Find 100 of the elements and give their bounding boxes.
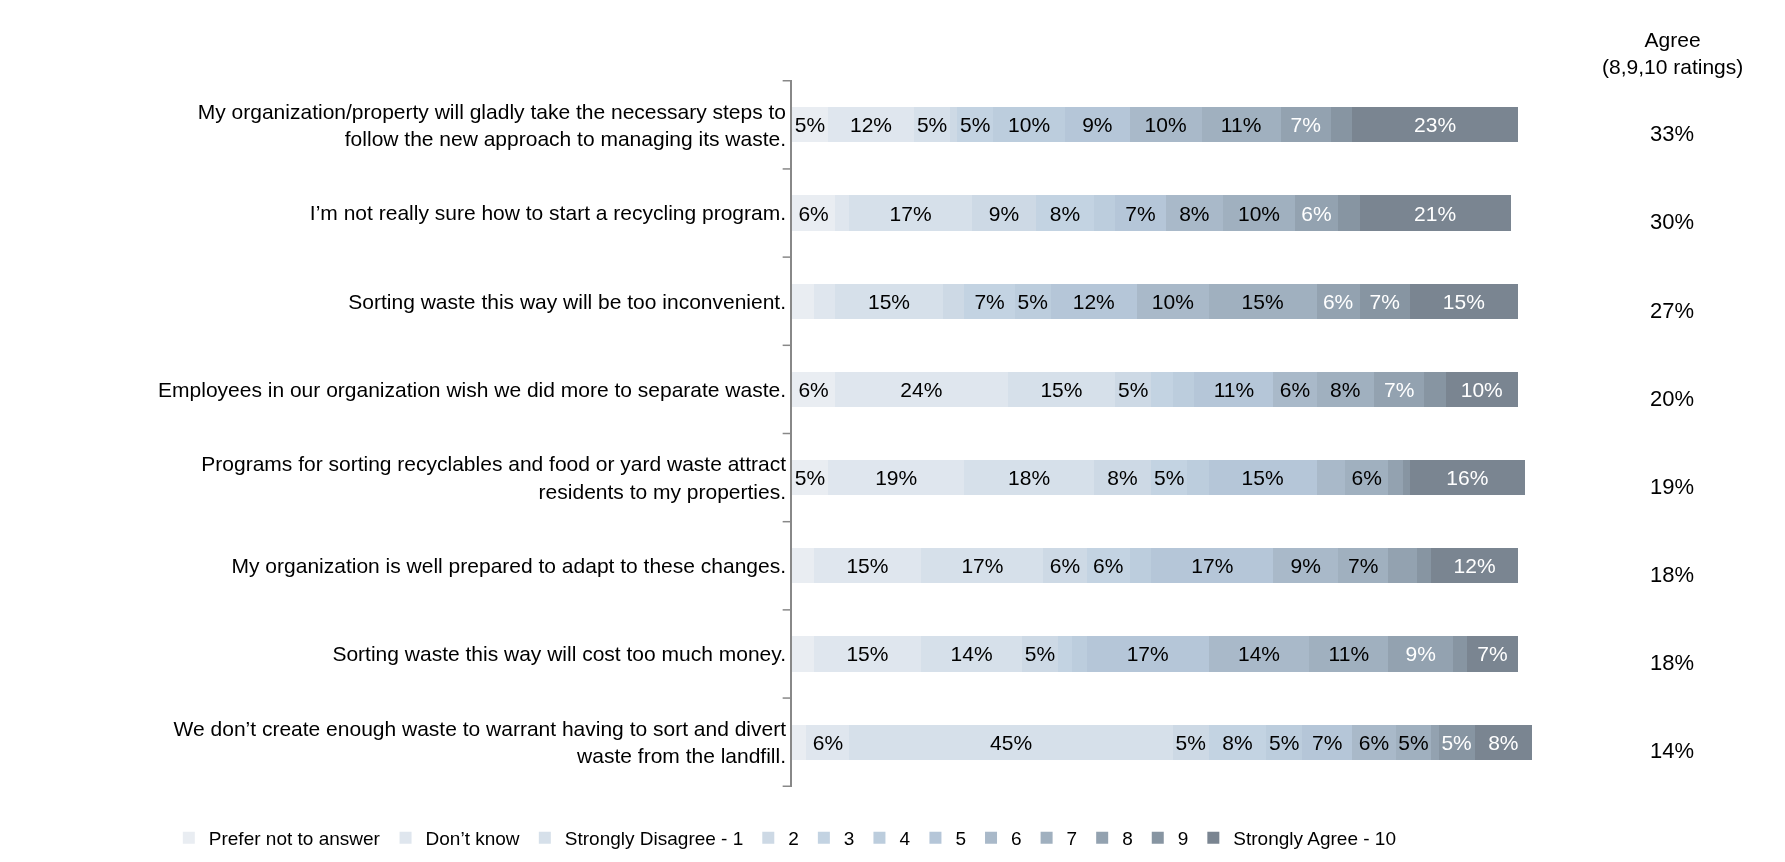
data-label: 7% — [1125, 201, 1156, 225]
legend-label: Strongly Agree - 10 — [1233, 828, 1396, 850]
y-tick-label: Sorting waste this way will cost too much money. — [332, 642, 787, 666]
data-label: 6% — [1301, 201, 1332, 225]
bar — [1330, 107, 1353, 143]
bar — [1417, 548, 1432, 584]
data-label: 15% — [1241, 289, 1284, 313]
bar — [1388, 459, 1403, 496]
data-label: 15% — [867, 289, 911, 313]
data-label: 8% — [1330, 377, 1361, 401]
bar — [1431, 548, 1518, 584]
data-label: 15% — [846, 554, 889, 578]
data-label: 6% — [1351, 466, 1382, 490]
data-label: 12% — [850, 113, 893, 137]
data-label: 12% — [1453, 554, 1496, 578]
legend-label: Strongly Disagree - 1 — [564, 828, 744, 850]
data-label: 14% — [950, 642, 993, 666]
data-label: 7% — [974, 289, 1005, 313]
legend-label: 6 — [1011, 828, 1022, 850]
data-label: 7% — [1477, 642, 1508, 666]
bar — [1431, 724, 1439, 760]
data-label: 6% — [1049, 554, 1081, 578]
data-label: 8% — [1222, 730, 1253, 754]
data-label: 45% — [990, 730, 1033, 754]
y-tick-label: Employees in our organization wish we did more to separate waste. — [158, 377, 787, 401]
bar — [1424, 371, 1446, 408]
text: 20% — [1650, 386, 1695, 411]
legend-label: 8 — [1122, 828, 1133, 850]
data-label: 8% — [1488, 730, 1519, 754]
data-label: 5% — [1268, 730, 1300, 754]
data-label: 5% — [916, 113, 948, 137]
data-label: 6% — [1279, 377, 1311, 401]
data-label: 14% — [1238, 642, 1281, 666]
data-label: 23% — [1414, 113, 1457, 137]
data-label: 9% — [1405, 642, 1436, 666]
data-label: 10% — [1460, 377, 1503, 401]
bar — [1402, 459, 1410, 496]
data-label: 17% — [961, 554, 1004, 578]
legend-label: Prefer not to answer — [208, 828, 381, 850]
data-label: 21% — [1414, 201, 1457, 225]
data-label: 9% — [1082, 113, 1113, 137]
y-tick-label: My organization/property will gladly take the necessary steps to follow the new approach to managing its waste. — [197, 99, 787, 150]
data-label: 7% — [1348, 554, 1379, 578]
data-label: 5% — [1118, 377, 1149, 401]
y-tick-label: Programs for sorting recyclables and food or yard waste attract residents to my properties. — [201, 452, 787, 503]
data-label: 5% — [1441, 730, 1472, 754]
data-label: 16% — [1446, 466, 1489, 490]
data-label: 6% — [1092, 554, 1124, 578]
legend-label: 9 — [1177, 828, 1189, 850]
data-label: 11% — [1220, 113, 1262, 137]
y-tick-label: Sorting waste this way will be too inconvenient. — [348, 289, 787, 313]
data-label: 9% — [988, 201, 1020, 225]
data-label: 17% — [889, 201, 932, 225]
bar — [1338, 195, 1360, 231]
legend-label: 5 — [955, 828, 967, 850]
y-tick-label: We don’t create enough waste to warrant having to sort and divert waste from the landfill. — [173, 716, 787, 768]
bar — [1359, 195, 1511, 231]
data-label: 10% — [1238, 201, 1281, 225]
data-label: 8% — [1049, 201, 1081, 225]
text: Agree (8,9,10 ratings) — [1602, 28, 1744, 79]
data-label: 17% — [1126, 642, 1169, 666]
legend-label: 3 — [843, 828, 855, 850]
data-label: 7% — [1290, 113, 1321, 137]
data-label: 5% — [1024, 642, 1056, 666]
legend-label: Don’t know — [425, 828, 520, 850]
data-label: 17% — [1191, 554, 1234, 578]
data-label: 7% — [1383, 377, 1415, 401]
text: 30% — [1650, 209, 1695, 234]
data-label: 11% — [1213, 377, 1255, 401]
text: 18% — [1650, 562, 1695, 587]
data-label: 15% — [1040, 377, 1083, 401]
bar — [1388, 548, 1418, 584]
data-label: 5% — [1017, 289, 1048, 313]
y-tick-label: My organization is well prepared to adapt to these changes. — [231, 554, 787, 578]
data-label: 15% — [1442, 289, 1485, 313]
legend-label: 2 — [788, 828, 799, 850]
data-label: 15% — [846, 642, 889, 666]
data-label: 15% — [1241, 466, 1284, 490]
data-label: 8% — [1107, 466, 1138, 490]
data-label: 6% — [1322, 289, 1354, 313]
data-label: 6% — [1358, 730, 1390, 754]
bar — [1409, 459, 1525, 496]
data-label: 5% — [960, 113, 991, 137]
data-label: 5% — [1175, 730, 1206, 754]
data-label: 5% — [1398, 730, 1429, 754]
data-label: 6% — [798, 201, 829, 225]
data-label: 7% — [1312, 730, 1343, 754]
text: 33% — [1650, 121, 1695, 146]
data-label: 19% — [875, 466, 918, 490]
bar — [1352, 107, 1518, 143]
legend-label: 4 — [899, 828, 911, 850]
data-label: 18% — [1008, 466, 1051, 490]
data-label: 10% — [1151, 289, 1194, 313]
text: 14% — [1650, 738, 1695, 763]
data-label: 9% — [1290, 554, 1321, 578]
data-label: 8% — [1179, 201, 1210, 225]
data-label: 6% — [812, 730, 844, 754]
data-label: 5% — [794, 466, 826, 490]
bar — [1467, 636, 1518, 672]
legend-label: 7 — [1066, 828, 1078, 850]
